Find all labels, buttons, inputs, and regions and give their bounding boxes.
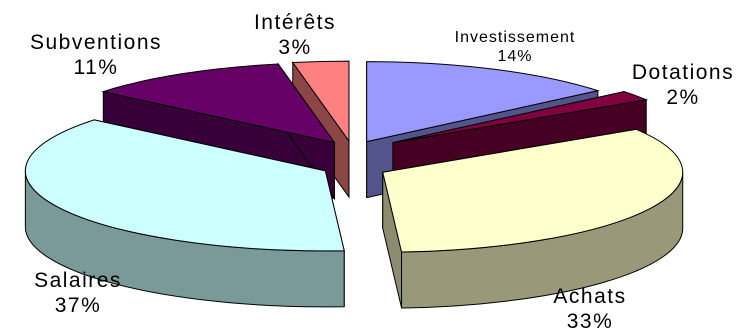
label-achats: Achats 33% <box>520 284 660 334</box>
slice-interets <box>291 60 350 143</box>
slice-salaires <box>24 119 345 252</box>
slice-value-interets: 3% <box>278 36 312 60</box>
slice-value-investissement: 14% <box>497 48 533 66</box>
slice-label-dotations: Dotations <box>631 61 735 84</box>
label-subventions: Subventions 11% <box>6 30 186 80</box>
label-salaires: Salaires 37% <box>8 268 148 318</box>
slice-label-interets: Intérêts <box>253 11 337 34</box>
slice-dotations <box>392 91 649 144</box>
slice-label-achats: Achats <box>553 285 627 308</box>
slice-label-subventions: Subventions <box>29 31 163 54</box>
slice-value-subventions: 11% <box>73 56 119 80</box>
label-investissement: Investissement 14% <box>420 28 610 66</box>
slice-subventions <box>101 63 336 144</box>
slice-label-investissement: Investissement <box>454 29 576 46</box>
label-interets: Intérêts 3% <box>230 10 360 60</box>
slice-value-achats: 33% <box>566 310 614 334</box>
label-dotations: Dotations 2% <box>615 60 751 110</box>
slice-achats <box>382 128 684 253</box>
slice-value-salaires: 37% <box>54 294 102 318</box>
slice-investissement <box>366 61 600 143</box>
slice-value-dotations: 2% <box>666 86 700 110</box>
slice-label-salaires: Salaires <box>34 269 122 292</box>
